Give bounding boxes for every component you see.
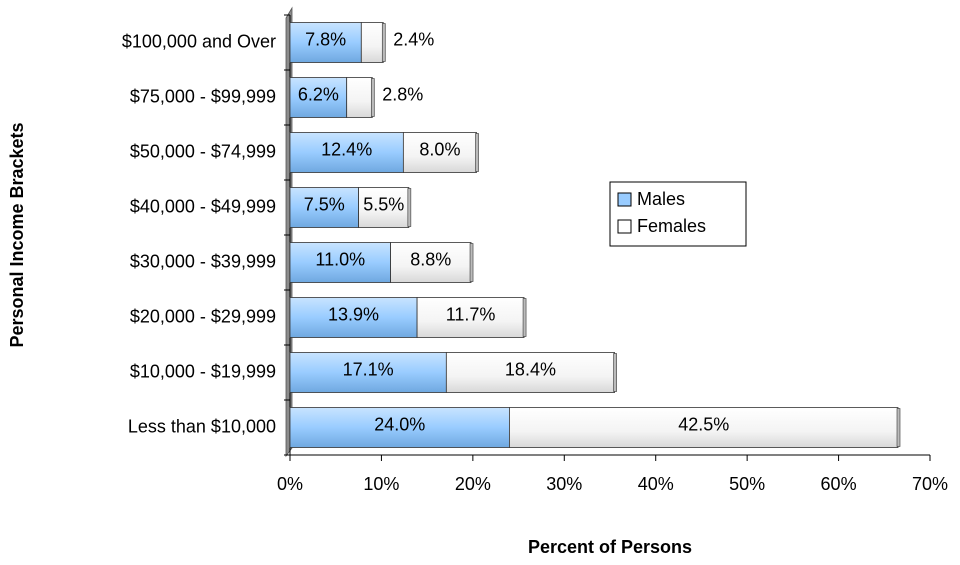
bar-end <box>613 353 617 392</box>
bar-end <box>370 78 375 117</box>
y-tick-label: $40,000 - $49,999 <box>130 196 276 216</box>
data-label: 2.8% <box>382 84 423 104</box>
legend-swatch <box>617 219 632 234</box>
bar-segment <box>509 407 899 448</box>
data-label: 8.0% <box>419 139 460 159</box>
data-label: 11.7% <box>446 304 496 324</box>
bar-segment <box>346 77 373 118</box>
x-tick-label: 70% <box>912 474 948 494</box>
bar-end <box>381 23 386 62</box>
bar-end <box>896 408 901 447</box>
bar-end <box>407 188 412 227</box>
bar-segment <box>390 242 472 283</box>
data-label: 8.8% <box>410 249 451 269</box>
data-label: 12.4% <box>321 139 372 159</box>
data-label: 11.0% <box>315 249 365 269</box>
x-axis-title: Percent of Persons <box>528 537 692 557</box>
bar-segment <box>360 22 384 63</box>
legend-box <box>609 181 747 247</box>
legend-swatch <box>617 192 632 207</box>
bar-segment <box>289 407 510 448</box>
bar-segment <box>402 132 477 173</box>
bar-segment <box>289 242 391 283</box>
data-label: 18.4% <box>505 359 556 379</box>
bar-end <box>469 243 474 282</box>
data-label: 7.5% <box>304 194 345 214</box>
data-label: 24.0% <box>374 414 425 434</box>
y-axis-title: Personal Income Brackets <box>7 122 27 347</box>
x-tick-label: 60% <box>821 474 857 494</box>
bar-end <box>475 133 479 172</box>
data-label: 6.2% <box>298 84 339 104</box>
y-tick-label: $100,000 and Over <box>122 31 276 51</box>
y-tick-label: Less than $10,000 <box>128 416 276 436</box>
bar-segment <box>289 352 447 393</box>
bar-end <box>522 298 527 337</box>
bar-segment <box>289 132 404 173</box>
bar-segment <box>289 187 359 228</box>
data-label: 7.8% <box>305 29 346 49</box>
x-tick-label: 20% <box>455 474 491 494</box>
bar-segment <box>445 352 615 393</box>
x-tick-label: 50% <box>729 474 765 494</box>
data-label: 2.4% <box>393 29 434 49</box>
bar-segment <box>289 22 362 63</box>
y-tick-label: $30,000 - $39,999 <box>130 251 276 271</box>
data-label: 42.5% <box>678 414 729 434</box>
data-label: 17.1% <box>343 359 394 379</box>
x-tick-label: 0% <box>277 474 303 494</box>
x-tick-label: 10% <box>363 474 399 494</box>
legend-label: Females <box>637 216 706 236</box>
legend-label: Males <box>637 189 685 209</box>
bar-segment <box>289 297 418 338</box>
x-tick-label: 30% <box>546 474 582 494</box>
y-tick-label: $10,000 - $19,999 <box>130 361 276 381</box>
y-tick-label: $20,000 - $29,999 <box>130 306 276 326</box>
x-tick-label: 40% <box>638 474 674 494</box>
data-label: 13.9% <box>328 304 379 324</box>
y-tick-label: $50,000 - $74,999 <box>130 141 276 161</box>
y-tick-label: $75,000 - $99,999 <box>130 86 276 106</box>
data-label: 5.5% <box>363 194 404 214</box>
bar-segment <box>289 77 348 118</box>
